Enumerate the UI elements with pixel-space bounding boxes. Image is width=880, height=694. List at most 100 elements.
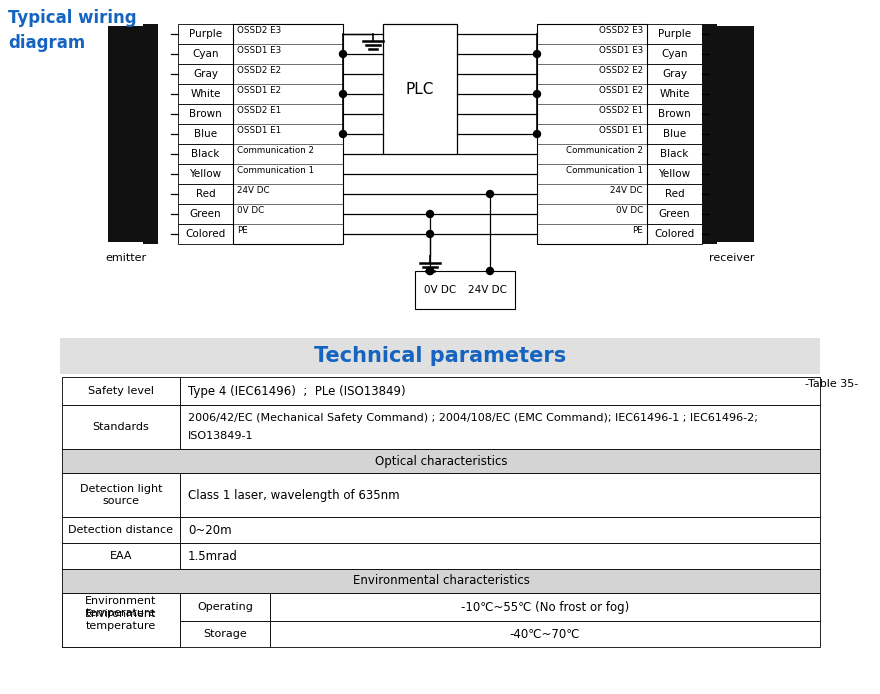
Bar	[647, 24, 702, 44]
Text: receiver: receiver	[709, 253, 755, 263]
Circle shape	[533, 51, 540, 58]
Text: Green: Green	[190, 209, 221, 219]
Text: Typical wiring
diagram: Typical wiring diagram	[8, 9, 136, 52]
Text: OSSD2 E1: OSSD2 E1	[599, 105, 643, 115]
Text: Class 1 laser, wavelength of 635nm: Class 1 laser, wavelength of 635nm	[188, 489, 400, 502]
Bar	[647, 44, 702, 64]
Text: Detection distance: Detection distance	[69, 525, 173, 535]
Bar	[180, 473, 820, 517]
Circle shape	[340, 90, 347, 97]
Bar	[647, 184, 702, 204]
Bar	[702, 24, 717, 244]
Text: Type 4 (IEC61496)  ;  PLe (ISO13849): Type 4 (IEC61496) ; PLe (ISO13849)	[188, 384, 406, 398]
Text: 24V DC: 24V DC	[467, 285, 507, 295]
Bar	[647, 144, 702, 164]
Text: Purple: Purple	[189, 29, 222, 39]
Text: White: White	[190, 89, 221, 99]
Bar	[62, 449, 820, 473]
Bar	[62, 405, 180, 449]
Text: 0V DC: 0V DC	[424, 285, 456, 295]
Text: PE: PE	[632, 226, 643, 235]
Bar	[180, 593, 270, 621]
Text: Blue: Blue	[663, 129, 686, 139]
Bar	[60, 338, 820, 374]
Bar	[180, 377, 820, 405]
Bar	[62, 377, 180, 405]
Bar	[717, 26, 754, 242]
Text: emitter: emitter	[106, 253, 147, 263]
Text: Colored: Colored	[655, 229, 694, 239]
Text: 24V DC: 24V DC	[611, 185, 643, 194]
Text: 0~20m: 0~20m	[188, 523, 231, 536]
Text: Communication 2: Communication 2	[237, 146, 314, 155]
Text: Green: Green	[659, 209, 690, 219]
Circle shape	[487, 190, 494, 198]
Text: 1.5mrad: 1.5mrad	[188, 550, 238, 563]
Bar	[62, 593, 180, 621]
Text: Communication 1: Communication 1	[566, 165, 643, 174]
Text: ISO13849-1: ISO13849-1	[188, 431, 253, 441]
Text: Cyan: Cyan	[192, 49, 219, 59]
Text: Brown: Brown	[658, 109, 691, 119]
Text: -10℃~55℃ (No frost or fog): -10℃~55℃ (No frost or fog)	[461, 600, 629, 613]
Text: Red: Red	[664, 189, 685, 199]
Bar	[178, 24, 233, 44]
Text: 2006/42/EC (Mechanical Safety Command) ; 2004/108/EC (EMC Command); IEC61496-1 ;: 2006/42/EC (Mechanical Safety Command) ;…	[188, 413, 758, 423]
Bar	[233, 24, 343, 244]
Text: Yellow: Yellow	[658, 169, 691, 179]
Circle shape	[533, 130, 540, 137]
Text: OSSD2 E3: OSSD2 E3	[598, 26, 643, 35]
Bar	[647, 64, 702, 84]
Text: Safety level: Safety level	[88, 386, 154, 396]
Text: Optical characteristics: Optical characteristics	[375, 455, 507, 468]
Text: Gray: Gray	[193, 69, 218, 79]
Text: OSSD1 E3: OSSD1 E3	[598, 46, 643, 55]
Text: Communication 2: Communication 2	[566, 146, 643, 155]
Text: Gray: Gray	[662, 69, 687, 79]
Bar	[180, 517, 820, 543]
Bar	[180, 543, 820, 569]
Text: OSSD1 E3: OSSD1 E3	[237, 46, 282, 55]
Circle shape	[340, 130, 347, 137]
Text: Operating: Operating	[197, 602, 253, 612]
Bar	[647, 164, 702, 184]
Circle shape	[340, 51, 347, 58]
Bar	[62, 543, 180, 569]
Bar	[647, 84, 702, 104]
Bar	[178, 44, 233, 64]
Text: OSSD2 E2: OSSD2 E2	[237, 65, 281, 74]
Bar	[178, 164, 233, 184]
Bar	[270, 621, 820, 647]
Bar	[62, 517, 180, 543]
Bar	[647, 224, 702, 244]
Text: Red: Red	[195, 189, 216, 199]
Text: OSSD1 E1: OSSD1 E1	[599, 126, 643, 135]
Text: 0V DC: 0V DC	[616, 205, 643, 214]
Circle shape	[533, 90, 540, 97]
Text: PE: PE	[237, 226, 248, 235]
Text: Environmental characteristics: Environmental characteristics	[353, 575, 530, 588]
Text: 0V DC: 0V DC	[237, 205, 264, 214]
Bar	[647, 204, 702, 224]
Text: OSSD1 E2: OSSD1 E2	[599, 85, 643, 94]
Bar	[647, 124, 702, 144]
Circle shape	[487, 267, 494, 275]
Text: Blue: Blue	[194, 129, 217, 139]
Bar	[270, 593, 820, 621]
Circle shape	[427, 267, 434, 275]
Bar	[62, 473, 180, 517]
Text: Cyan: Cyan	[661, 49, 688, 59]
Bar	[383, 24, 457, 154]
Bar	[180, 621, 270, 647]
Bar	[143, 24, 158, 244]
Circle shape	[427, 267, 434, 275]
Text: -Table 35-: -Table 35-	[804, 379, 858, 389]
Bar	[178, 224, 233, 244]
Text: Brown: Brown	[189, 109, 222, 119]
Circle shape	[427, 230, 434, 237]
Bar	[180, 405, 820, 449]
Text: -40℃~70℃: -40℃~70℃	[510, 627, 580, 641]
Text: Black: Black	[660, 149, 689, 159]
Text: EAA: EAA	[110, 551, 132, 561]
Text: Environment
temperature: Environment temperature	[85, 609, 157, 631]
